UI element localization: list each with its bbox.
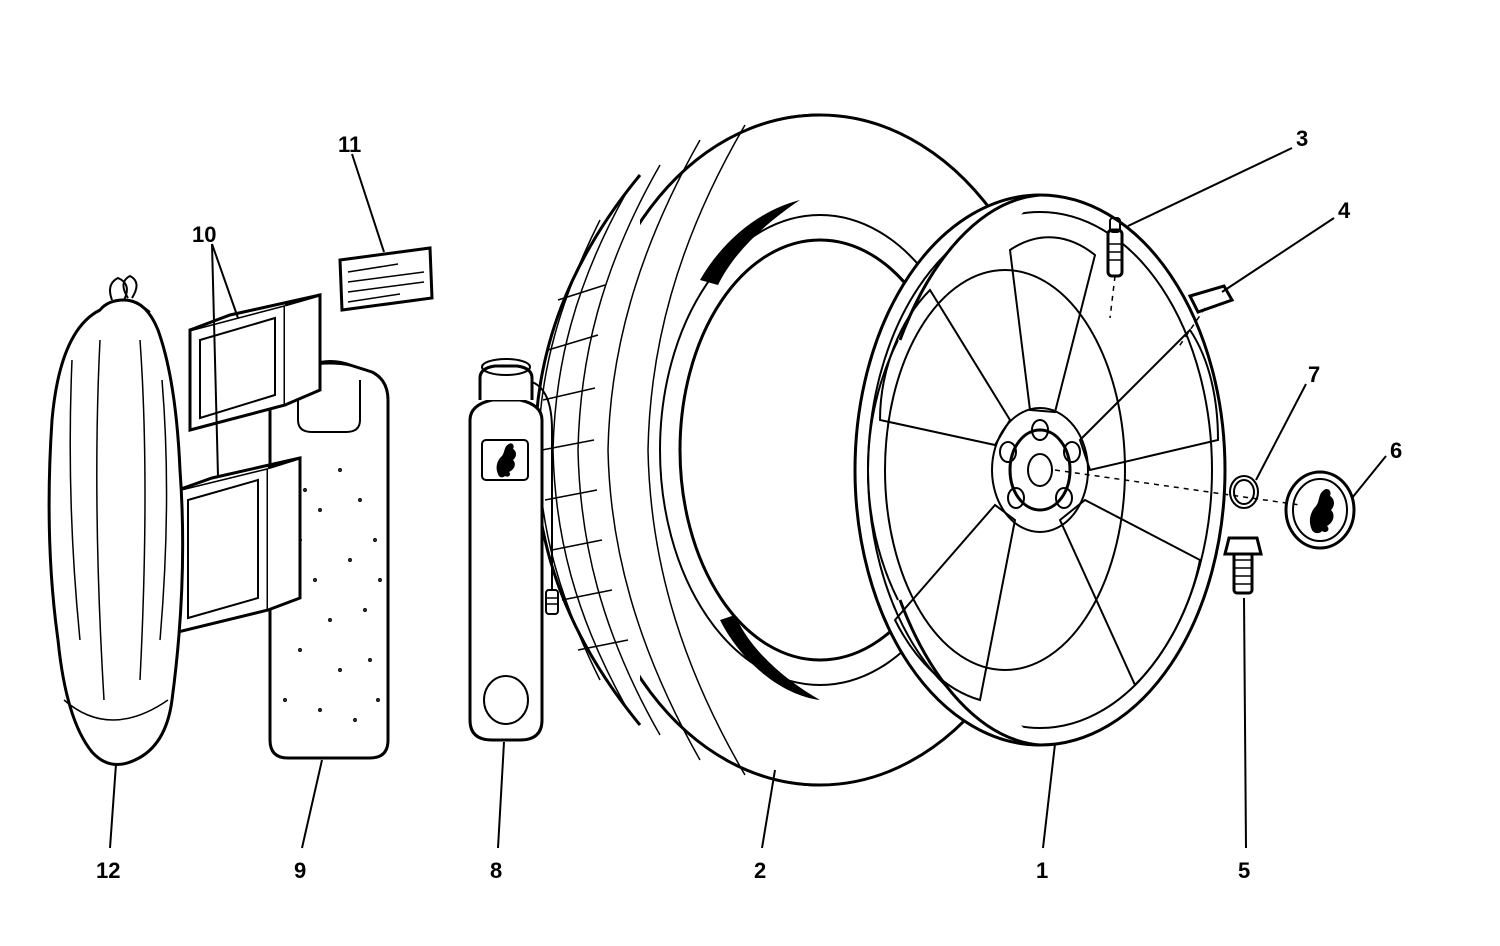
callout-3: 3: [1296, 126, 1308, 152]
tire-pressure-plate: [340, 248, 432, 310]
callout-2: 2: [754, 858, 766, 884]
wheel-rim: [855, 195, 1225, 745]
callout-10: 10: [192, 222, 216, 248]
callout-6: 6: [1390, 438, 1402, 464]
parts-diagram: [0, 0, 1500, 946]
lug-bolt: [1225, 538, 1261, 593]
callout-11: 11: [338, 132, 361, 158]
callout-7: 7: [1308, 362, 1320, 388]
callout-8: 8: [490, 858, 502, 884]
callout-4: 4: [1338, 198, 1350, 224]
car-cover-bag: [49, 276, 183, 765]
callout-12: 12: [96, 858, 120, 884]
center-cap: [1286, 472, 1354, 548]
callout-9: 9: [294, 858, 306, 884]
callout-5: 5: [1238, 858, 1250, 884]
foam-block-lower: [178, 458, 300, 632]
o-ring: [1230, 476, 1258, 508]
callout-1: 1: [1036, 858, 1048, 884]
